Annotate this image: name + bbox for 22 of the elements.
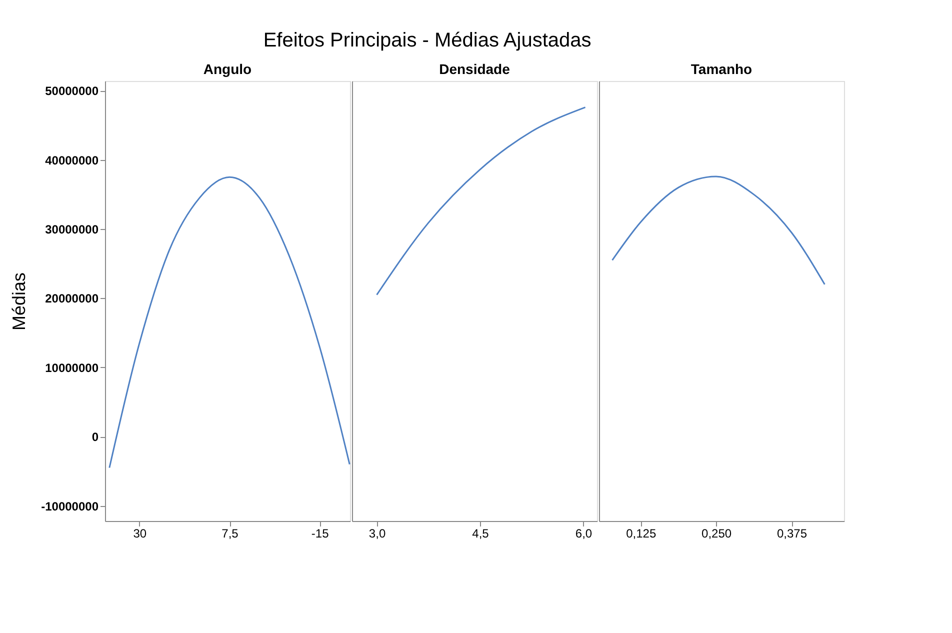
- y-axis-title: Médias: [9, 272, 30, 331]
- text: Efeitos Principais - Médias Ajustadas: [263, 30, 592, 52]
- y-tick-label: 50000000: [45, 84, 99, 98]
- x-tick-label: 30: [133, 526, 147, 540]
- y-tick-label: 30000000: [45, 222, 99, 237]
- chart-subtitle: Densidade: [439, 61, 510, 77]
- y-tick-label: 20000000: [45, 292, 99, 306]
- y-tick-label: 10000000: [45, 360, 99, 375]
- x-tick-label: -15: [311, 526, 330, 540]
- x-tick-label: 7,5: [222, 526, 239, 540]
- chart-subtitle: Angulo: [203, 61, 252, 77]
- x-tick-label: 0,375: [776, 526, 808, 540]
- chart-subtitle: Tamanho: [690, 61, 752, 77]
- x-tick-label: 3,0: [368, 526, 386, 540]
- x-tick-label: 0,250: [702, 526, 732, 540]
- x-tick-label: 0,125: [626, 526, 656, 540]
- y-tick-label: -10000000: [41, 499, 99, 514]
- x-tick-label: 4,5: [472, 526, 490, 540]
- y-tick-label: 0: [92, 430, 99, 444]
- line-series: [108, 176, 350, 468]
- x-tick-label: 6,0: [575, 526, 592, 540]
- y-tick-label: 40000000: [45, 153, 99, 168]
